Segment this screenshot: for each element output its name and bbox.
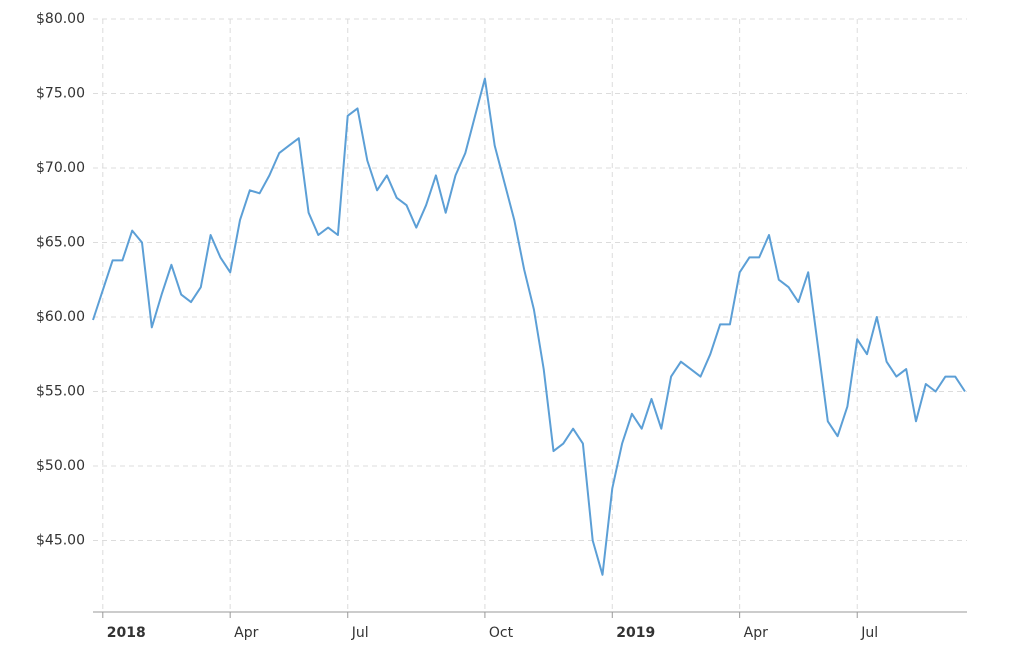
x-tick-label: 2019 [616, 625, 655, 641]
y-tick-label: $45.00 [36, 532, 85, 548]
y-tick-label: $65.00 [36, 234, 85, 250]
price-line [92, 77, 966, 576]
y-tick-label: $55.00 [36, 383, 85, 399]
y-tick-label: $80.00 [36, 11, 85, 27]
x-tick-label: Jul [351, 625, 369, 641]
y-tick-label: $60.00 [36, 309, 85, 325]
x-tick-label: Apr [234, 625, 258, 641]
y-tick-label: $75.00 [36, 85, 85, 101]
x-tick-label: Jul [860, 625, 878, 641]
x-tick-label: Apr [744, 625, 768, 641]
y-tick-label: $50.00 [36, 458, 85, 474]
y-tick-label: $70.00 [36, 160, 85, 176]
x-tick-label: Oct [489, 625, 514, 641]
x-tick-label: 2018 [107, 625, 146, 641]
